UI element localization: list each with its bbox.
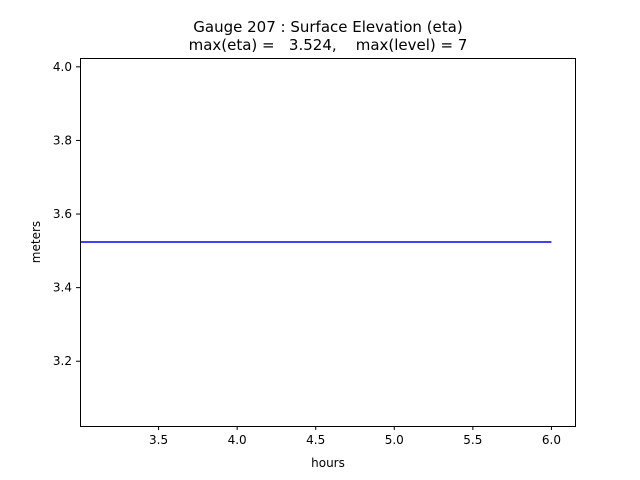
- x-tick-label: 5.0: [385, 433, 404, 447]
- x-tick-label: 3.5: [149, 433, 168, 447]
- chart-title: Gauge 207 : Surface Elevation (eta): [193, 18, 462, 36]
- x-tick-label: 4.0: [228, 433, 247, 447]
- y-axis-label: meters: [29, 221, 43, 263]
- x-tick-label: 6.0: [542, 433, 561, 447]
- axes-frame: [80, 58, 576, 427]
- y-tick-label: 4.0: [53, 60, 72, 74]
- plot-area: 3.5 4.0 4.5 5.0 5.5 6.0 3.2 3.4 3.6 3.8 4.0: [53, 60, 561, 447]
- y-tick-label: 3.6: [53, 207, 72, 221]
- y-tick-label: 3.4: [53, 281, 72, 295]
- x-tick-label: 4.5: [306, 433, 325, 447]
- y-tick-label: 3.2: [53, 354, 72, 368]
- chart-subtitle: max(eta) = 3.524, max(level) = 7: [189, 36, 468, 54]
- y-tick-label: 3.8: [53, 133, 72, 147]
- x-tick-label: 5.5: [463, 433, 482, 447]
- x-axis-label: hours: [311, 456, 345, 470]
